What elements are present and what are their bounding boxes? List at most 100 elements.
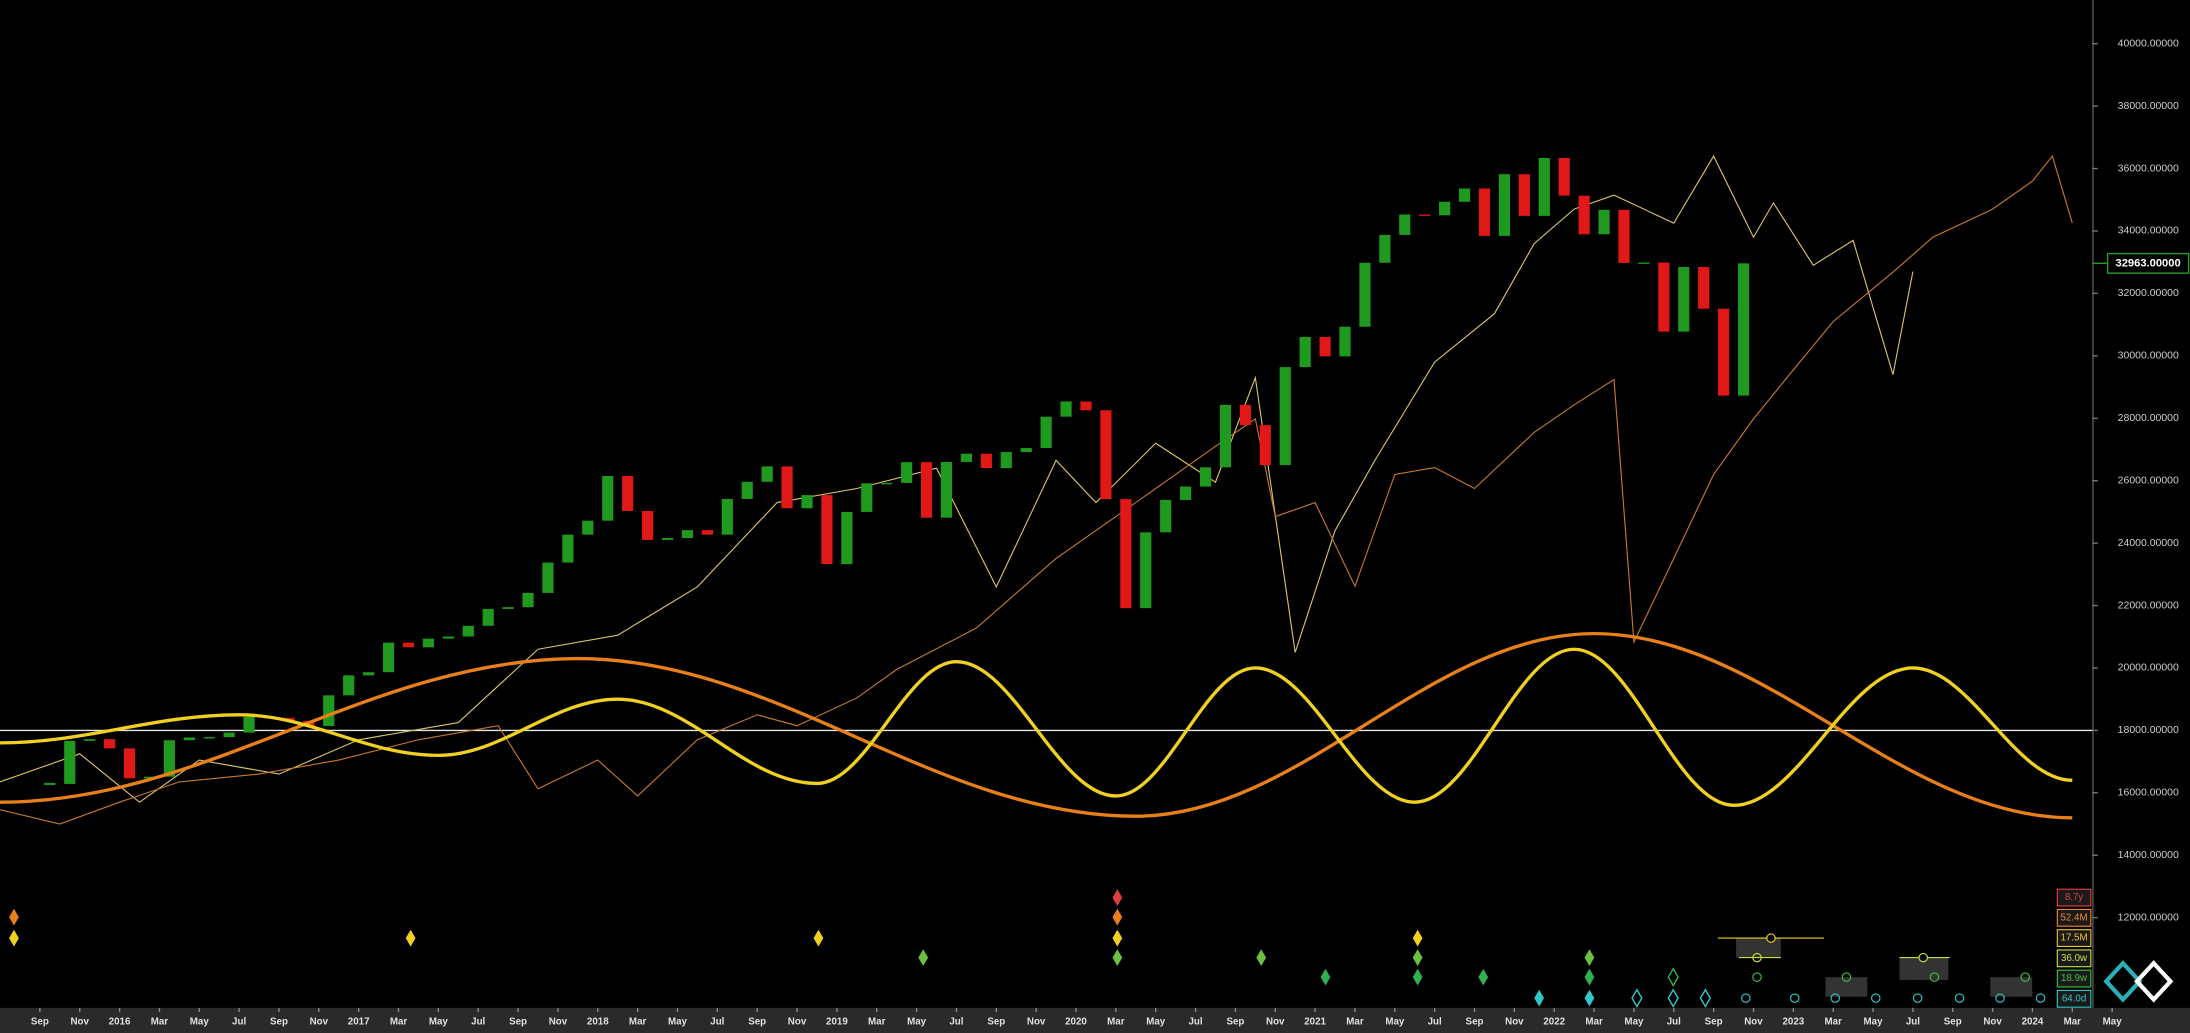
candle (1478, 188, 1491, 236)
y-tick-label: 32000.00000 (2118, 288, 2179, 299)
last-price-label: 32963.00000 (2116, 257, 2181, 269)
x-tick-label: 2022 (1543, 1016, 1565, 1027)
x-tick-label: Sep (270, 1016, 288, 1027)
x-tick-label: 2021 (1304, 1016, 1326, 1027)
x-tick-label: 2023 (1782, 1016, 1804, 1027)
x-tick-label: Sep (1705, 1016, 1723, 1027)
candle (1678, 267, 1690, 332)
candle (1379, 234, 1391, 263)
logo (2103, 960, 2174, 1003)
x-tick-label: 2017 (348, 1016, 370, 1027)
cycle-box (2056, 989, 2092, 1008)
y-tick-label: 20000.00000 (2118, 663, 2179, 674)
x-tick-label: May (1385, 1016, 1405, 1027)
y-tick-label: 30000.00000 (2118, 351, 2179, 362)
x-tick-label: 2019 (826, 1016, 848, 1027)
x-tick-label: Nov (788, 1016, 807, 1027)
x-tick-label: Nov (310, 1016, 329, 1027)
y-tick-label: 28000.00000 (2118, 413, 2179, 424)
candle (183, 737, 195, 741)
x-tick-label: Jul (1906, 1016, 1920, 1027)
candle (462, 625, 474, 637)
x-tick-label: Mar (868, 1016, 886, 1027)
candle (1120, 499, 1132, 609)
candle (1219, 404, 1232, 468)
x-tick-label: May (1146, 1016, 1166, 1027)
candle (1618, 209, 1630, 263)
x-tick-label: 2024 (2022, 1016, 2044, 1027)
y-tick-label: 16000.00000 (2118, 788, 2179, 799)
candle (1080, 401, 1092, 411)
y-tick-label: 24000.00000 (2118, 538, 2179, 549)
candle (1160, 499, 1172, 533)
candle (203, 737, 215, 739)
candle (841, 511, 853, 565)
cycle-label: 36.0w (2061, 953, 2088, 964)
candle (1439, 201, 1451, 216)
x-tick-label: Mar (2064, 1016, 2082, 1027)
candle (1339, 326, 1351, 357)
cycle-label: 64.0d (2062, 993, 2086, 1004)
x-tick-label: 2020 (1065, 1016, 1087, 1027)
candle (721, 498, 733, 535)
candle (1737, 263, 1750, 396)
cycle-box (2056, 929, 2092, 948)
y-tick-label: 14000.00000 (2118, 850, 2179, 861)
candle (920, 462, 933, 518)
candle (761, 466, 773, 482)
x-tick-label: Mar (390, 1016, 408, 1027)
x-tick-label: Nov (1027, 1016, 1046, 1027)
candle (1239, 404, 1251, 426)
candle (960, 453, 972, 462)
y-tick-label: 34000.00000 (2118, 226, 2179, 237)
candle (661, 538, 674, 540)
candle (1518, 174, 1530, 216)
x-tick-label: Nov (1983, 1016, 2002, 1027)
candle (1040, 416, 1052, 449)
candle (343, 675, 355, 696)
last-price-box (2106, 252, 2190, 274)
x-tick-label: Mar (1346, 1016, 1364, 1027)
candle (1458, 188, 1471, 202)
x-tick-label: May (2103, 1016, 2123, 1027)
cycle-label: 17.5M (2060, 933, 2087, 944)
candle (1419, 214, 1431, 216)
x-tick-label: Sep (509, 1016, 527, 1027)
x-tick-label: Jul (949, 1016, 963, 1027)
candle (1259, 425, 1271, 466)
x-tick-label: Mar (1107, 1016, 1125, 1027)
candle (163, 740, 175, 777)
projection-line (0, 154, 1914, 803)
x-tick-label: Sep (987, 1016, 1005, 1027)
cycle-box (2056, 969, 2092, 988)
candle (502, 607, 514, 609)
candle (1558, 158, 1570, 196)
cycle-label: 18.9w (2061, 973, 2088, 984)
candle (1000, 452, 1012, 469)
cycle-line (0, 631, 2073, 820)
candle (622, 476, 634, 511)
candle (940, 461, 953, 518)
candle (1638, 262, 1650, 264)
candle (980, 453, 992, 469)
candle (1180, 486, 1192, 500)
x-tick-label: Mar (151, 1016, 169, 1027)
date-axis-strip (0, 1007, 2190, 1033)
candle (84, 739, 96, 741)
y-tick-label: 38000.00000 (2118, 101, 2179, 112)
candle (323, 695, 335, 726)
candle (1279, 367, 1291, 466)
x-tick-label: Nov (70, 1016, 89, 1027)
candle (1578, 195, 1590, 235)
candle (402, 642, 415, 648)
cycle-label: 8.7y (2065, 892, 2084, 903)
candle (143, 776, 156, 779)
x-tick-label: Sep (748, 1016, 766, 1027)
candle (1199, 467, 1212, 487)
y-tick-label: 22000.00000 (2118, 600, 2179, 611)
x-tick-label: Sep (1226, 1016, 1244, 1027)
candle (642, 510, 654, 540)
candle (223, 732, 235, 738)
